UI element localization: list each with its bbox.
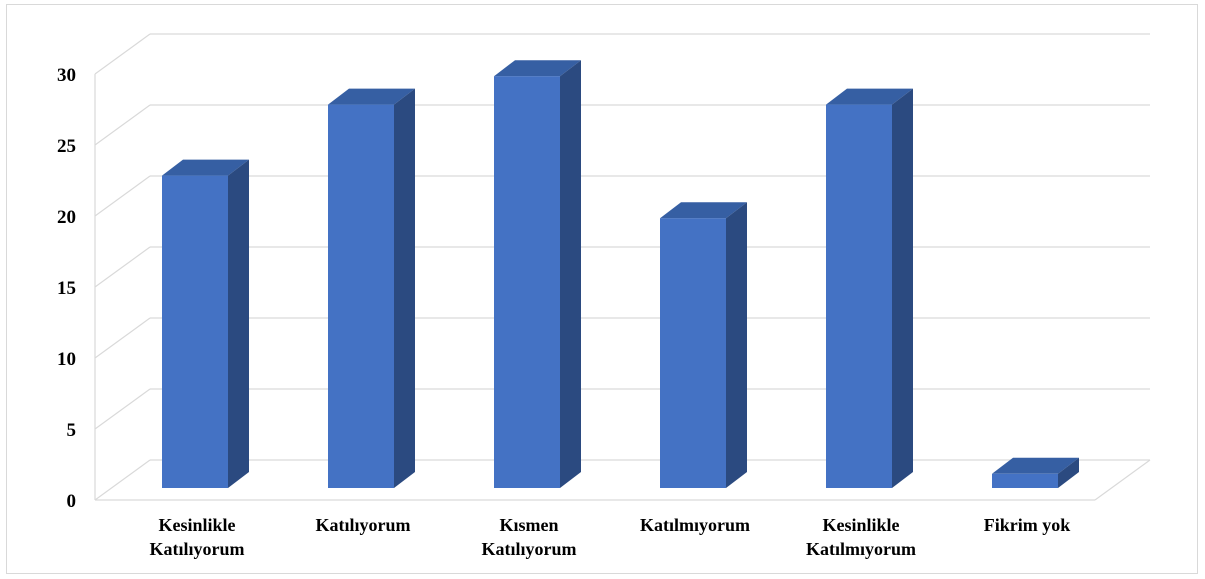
bar-top-face	[494, 60, 581, 77]
bar	[992, 457, 1079, 488]
bar-top-face	[826, 88, 913, 105]
bar-side-face	[228, 159, 249, 488]
gridline-wall-0	[94, 459, 151, 501]
bar-top-face	[992, 457, 1079, 474]
bar	[328, 88, 415, 488]
y-tick-label: 5	[67, 420, 77, 441]
x-category-label-line: Kesinlikle	[822, 515, 899, 535]
y-tick-label: 10	[57, 349, 76, 370]
bar-front-face	[992, 473, 1058, 488]
x-category-labels: Kesinlikle Katılıyorum Katılıyorum Kısmen Ka…	[150, 515, 1071, 559]
x-category-label: Kesinlikle Katılmıyorum	[806, 515, 916, 559]
bar	[826, 88, 913, 488]
bar-side-face	[892, 88, 913, 488]
bar-front-face	[162, 175, 228, 488]
bars-layer	[162, 60, 1079, 488]
x-category-label-line: Kesinlikle	[158, 515, 235, 535]
gridline-wall-15	[94, 246, 151, 288]
y-tick-label: 25	[57, 136, 76, 157]
gridline-wall-10	[94, 317, 151, 359]
bar-front-face	[660, 218, 726, 488]
y-tick-labels: 0 5 10 15 20 25 30	[57, 65, 76, 512]
bar-side-face	[394, 88, 415, 488]
x-category-label-line: Katılmıyorum	[640, 515, 750, 535]
x-category-label-line: Fikrim yok	[984, 515, 1071, 535]
bar-side-face	[1058, 457, 1079, 488]
x-category-label: Fikrim yok	[984, 515, 1071, 535]
bar	[660, 202, 747, 488]
floor-right-edge	[1094, 459, 1151, 501]
x-category-label-line: Katılıyorum	[150, 539, 245, 559]
bar-side-face	[560, 60, 581, 488]
x-category-label: Kısmen Katılıyorum	[482, 515, 577, 559]
x-category-label: Kesinlikle Katılıyorum	[150, 515, 245, 559]
bar	[494, 60, 581, 488]
y-tick-label: 30	[57, 65, 76, 86]
gridline-wall-20	[94, 175, 151, 217]
y-tick-label: 0	[67, 491, 77, 512]
gridline-wall-5	[94, 388, 151, 430]
bar-top-face	[162, 159, 249, 176]
bar-top-face	[660, 202, 747, 219]
bar-front-face	[494, 76, 560, 488]
y-tick-label: 15	[57, 278, 76, 299]
x-category-label: Katılıyorum	[316, 515, 411, 535]
x-category-label-line: Katılmıyorum	[806, 539, 916, 559]
x-category-label-line: Katılıyorum	[482, 539, 577, 559]
gridline-wall-30	[94, 33, 151, 75]
grid-layer	[94, 33, 1151, 501]
gridline-wall-25	[94, 104, 151, 146]
x-category-label-line: Katılıyorum	[316, 515, 411, 535]
bar-front-face	[826, 104, 892, 488]
bar-front-face	[328, 104, 394, 488]
bar-top-face	[328, 88, 415, 105]
y-tick-label: 20	[57, 207, 76, 228]
bar	[162, 159, 249, 488]
x-category-label-line: Kısmen	[499, 515, 558, 535]
bar-side-face	[726, 202, 747, 488]
x-category-label: Katılmıyorum	[640, 515, 750, 535]
